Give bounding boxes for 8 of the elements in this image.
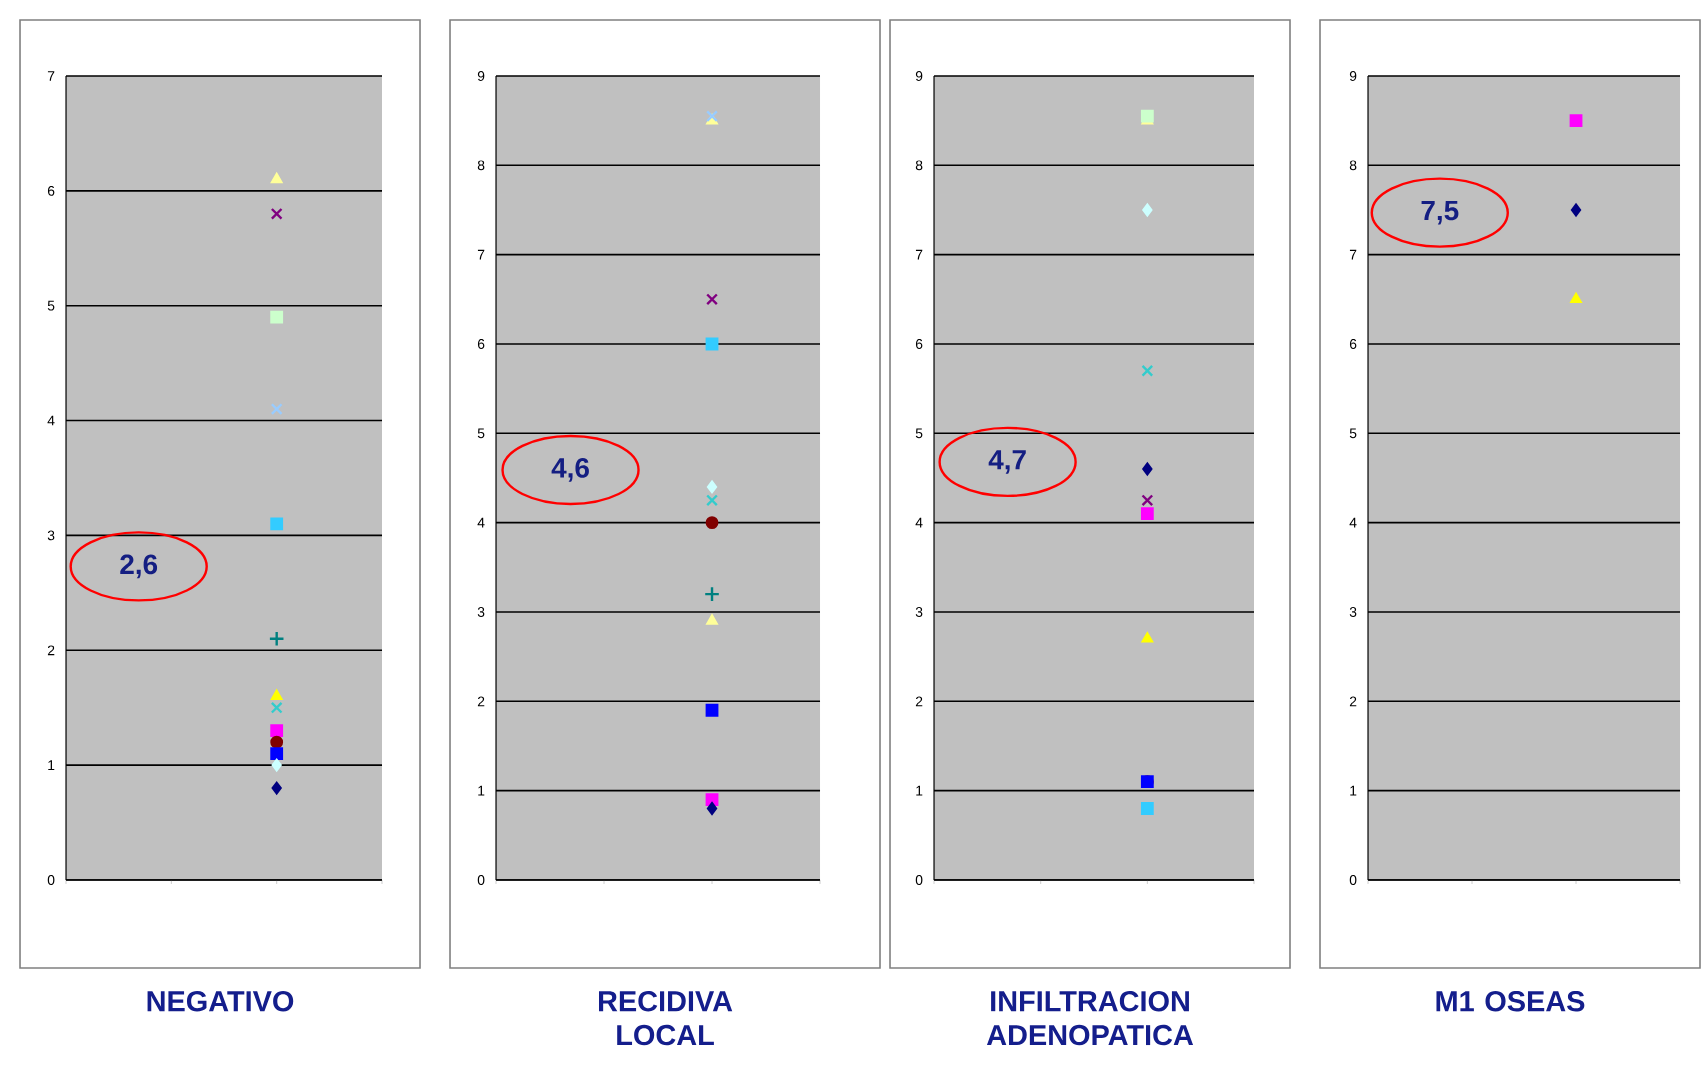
- annotation: 2,6: [120, 554, 158, 579]
- annotation: 4,6: [551, 458, 589, 482]
- annotation: 7,5: [1421, 200, 1459, 225]
- text: INFILTRACION ADENOPATICA: [986, 991, 1194, 1046]
- text: RECIDIVA LOCAL: [599, 991, 733, 1046]
- text: NEGATIVO: [147, 991, 294, 1012]
- annotation: 4,7: [988, 450, 1026, 474]
- text: M1 OSEAS: [1436, 991, 1585, 1012]
